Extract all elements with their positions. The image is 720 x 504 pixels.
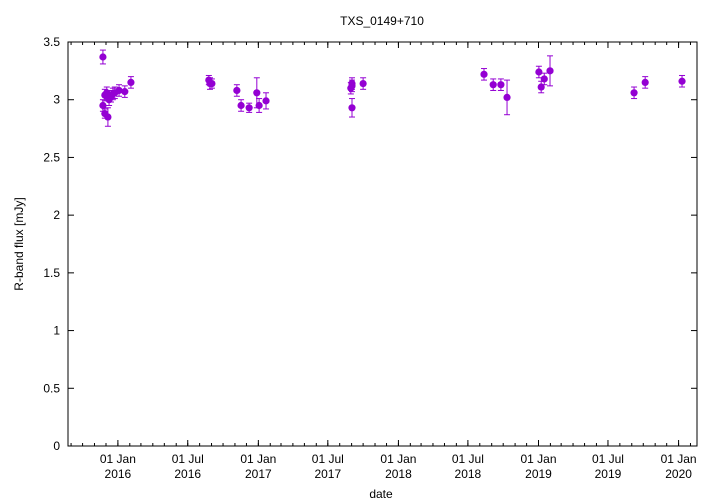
x-tick-label: 01 Jan (661, 452, 697, 466)
data-point (255, 98, 263, 113)
data-point (641, 76, 649, 89)
data-marker (503, 93, 511, 102)
data-point (348, 77, 356, 90)
data-marker (104, 113, 112, 121)
x-tick-label-year: 2018 (385, 467, 412, 481)
data-marker (237, 101, 245, 110)
data-marker (540, 75, 548, 83)
x-axis-label: date (369, 487, 393, 501)
y-axis-label: R-band flux [mJy] (12, 197, 26, 290)
data-point (99, 49, 107, 65)
data-marker (678, 77, 686, 85)
data-point (237, 99, 245, 112)
x-tick-label-year: 2018 (455, 467, 482, 481)
data-point (503, 79, 511, 116)
x-tick-label-year: 2017 (245, 467, 272, 481)
data-marker (359, 79, 367, 88)
data-point (678, 74, 686, 88)
data-marker (121, 88, 129, 96)
x-tick-label: 01 Jul (592, 452, 624, 466)
x-tick-label-year: 2016 (105, 467, 132, 481)
data-marker (537, 83, 545, 91)
data-marker (115, 86, 123, 95)
chart-title: TXS_0149+710 (340, 14, 424, 28)
x-tick-label: 01 Jan (380, 452, 416, 466)
data-marker (348, 104, 356, 112)
data-point (245, 102, 253, 113)
x-tick-label-year: 2019 (525, 467, 552, 481)
x-tick-label: 01 Jul (172, 452, 204, 466)
data-point (262, 92, 270, 110)
data-point (127, 76, 135, 89)
y-tick-label: 2 (53, 208, 60, 222)
data-marker (630, 89, 638, 97)
data-point (359, 77, 367, 90)
data-point (540, 72, 548, 86)
x-tick-label: 01 Jan (100, 452, 136, 466)
y-tick-label: 2.5 (43, 150, 60, 164)
x-tick-label: 01 Jul (312, 452, 344, 466)
data-point (546, 55, 554, 87)
x-tick-label-year: 2020 (665, 467, 692, 481)
data-point (348, 98, 356, 118)
data-point (497, 78, 505, 91)
data-point (104, 107, 112, 127)
data-marker (245, 104, 253, 112)
data-point (208, 78, 216, 89)
data-point (233, 84, 241, 97)
y-tick-label: 0.5 (43, 381, 60, 395)
data-point (537, 80, 545, 94)
x-tick-label: 01 Jan (240, 452, 276, 466)
y-tick-label: 1 (53, 324, 60, 338)
data-marker (99, 101, 107, 110)
y-tick-label: 3.5 (43, 35, 60, 49)
data-marker (127, 78, 135, 86)
data-point (630, 86, 638, 100)
data-marker (208, 79, 216, 88)
x-tick-label: 01 Jul (452, 452, 484, 466)
x-tick-label: 01 Jan (520, 452, 556, 466)
data-marker (99, 53, 107, 61)
data-marker (497, 81, 505, 89)
plot-frame (67, 41, 698, 447)
data-marker (480, 70, 488, 78)
data-point (480, 68, 488, 81)
y-tick-label: 1.5 (43, 266, 60, 280)
x-tick-label-year: 2017 (314, 467, 341, 481)
data-marker (348, 79, 356, 88)
data-point (489, 78, 497, 91)
data-marker (262, 97, 270, 105)
data-marker (489, 81, 497, 89)
data-point (535, 65, 543, 79)
x-tick-label-year: 2016 (174, 467, 201, 481)
data-marker (255, 101, 263, 110)
data-point (115, 84, 123, 97)
x-tick-label-year: 2019 (595, 467, 622, 481)
y-tick-label: 0 (53, 439, 60, 453)
data-marker (253, 89, 261, 97)
data-marker (233, 86, 241, 95)
data-point (121, 85, 129, 98)
y-tick-label: 3 (53, 93, 60, 107)
data-marker (546, 67, 554, 75)
data-point (99, 99, 107, 112)
data-marker (535, 68, 543, 76)
data-marker (641, 78, 649, 86)
